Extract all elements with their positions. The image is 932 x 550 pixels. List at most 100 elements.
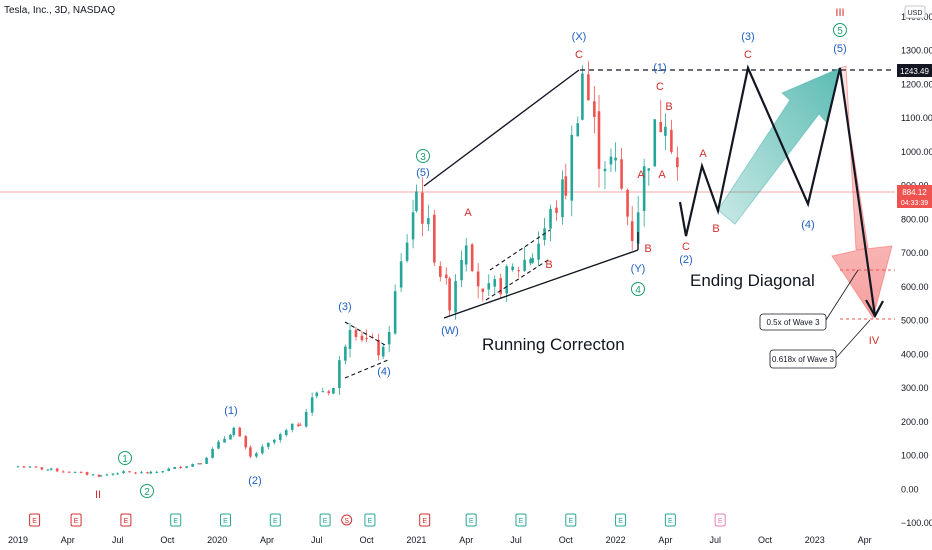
candle-body [321, 391, 325, 393]
wave-label-C-2: C [656, 81, 664, 93]
candle-body [223, 438, 226, 443]
candle-body [290, 423, 294, 430]
fib-0618-box[interactable] [769, 349, 837, 369]
earnings-marker[interactable] [714, 513, 726, 527]
x-tick-label: Jul [709, 535, 721, 545]
candle-body [626, 189, 629, 217]
wave-label-Y: (Y) [631, 263, 646, 275]
candle-body [273, 439, 276, 443]
countdown-text: 04:33:39 [901, 200, 928, 207]
candle-body [630, 221, 634, 241]
y-tick-label: 800.00 [901, 214, 929, 224]
wave-label-III: III [835, 7, 844, 19]
channel-lower [485, 259, 549, 301]
earnings-marker[interactable] [419, 513, 431, 527]
time-axis[interactable]: 2019 Apr Jul Oct 2020 Apr Jul Oct 2021 Apr Jul Oct 2… [8, 535, 872, 545]
candle-body [267, 442, 270, 447]
earnings-marker-label: E [273, 518, 278, 525]
red-letter-labels: A B C A B C B A C A B C [464, 49, 752, 271]
candle-body [79, 472, 83, 474]
candle-body [199, 463, 202, 465]
x-tick-label: 2023 [805, 535, 825, 545]
candle-body [348, 330, 352, 349]
fib-05-pointer [825, 269, 859, 321]
wave-label-p3-late: (3) [741, 31, 754, 43]
candle-body [620, 159, 623, 189]
y-tick-label: 1100.00 [901, 113, 932, 123]
candle-body [387, 331, 391, 345]
earnings-marker[interactable] [220, 513, 231, 527]
target-price-tag[interactable] [897, 64, 932, 77]
earnings-marker[interactable] [515, 513, 527, 527]
earnings-marker[interactable] [170, 513, 182, 527]
earnings-marker[interactable] [364, 513, 376, 527]
x-tick-label: Apr [858, 535, 872, 545]
candle-body [647, 168, 651, 171]
x-tick-label: 2022 [606, 535, 626, 545]
earnings-marker[interactable] [465, 513, 477, 527]
candle-body [85, 472, 89, 475]
x-tick-label: 2019 [8, 535, 28, 545]
candle-body [470, 244, 474, 272]
earnings-marker[interactable] [269, 513, 281, 527]
wave-label-W: (W) [441, 325, 459, 337]
candle-body [505, 266, 509, 294]
earnings-marker[interactable] [664, 513, 676, 527]
earnings-marker[interactable] [615, 513, 627, 527]
candle-body [487, 283, 491, 290]
candle-body [249, 447, 252, 457]
candle-body [298, 424, 302, 426]
current-price-tag[interactable] [897, 185, 932, 208]
candle-body [55, 468, 59, 472]
fib-05-label: 0.5x of Wave 3 [766, 318, 820, 327]
earnings-marker[interactable] [319, 513, 331, 527]
candle-body [676, 157, 679, 168]
price-axis[interactable]: 1400.001300.001200.001100.001000.00900.0… [901, 12, 932, 528]
y-tick-label: 300.00 [901, 383, 929, 393]
candle-body [278, 434, 282, 440]
circle-5 [833, 23, 847, 37]
candle-body [360, 335, 364, 341]
split-marker[interactable] [341, 514, 353, 526]
earnings-marker-label: E [124, 518, 129, 525]
candle-body [636, 212, 640, 244]
candle-body [167, 468, 171, 471]
x-tick-label: 2021 [406, 535, 426, 545]
earnings-marker-label: E [323, 518, 328, 525]
candle-body [155, 471, 159, 473]
candle-body [377, 339, 380, 356]
x-tick-label: Jul [311, 535, 323, 545]
wave-label-C-1: C [575, 49, 583, 61]
candle-body [555, 207, 558, 213]
earnings-marker[interactable] [70, 513, 82, 527]
candle-body [338, 360, 341, 389]
candle-body [448, 278, 451, 311]
candle-body [344, 346, 347, 361]
earnings-marker[interactable] [120, 513, 132, 527]
candle-body [460, 259, 463, 281]
candle-body [464, 245, 468, 265]
candle-body [593, 101, 596, 117]
candle-body [149, 471, 153, 474]
wave-label-circle-5: 5 [837, 26, 843, 37]
currency-badge[interactable] [904, 5, 926, 19]
candle-body [411, 212, 415, 240]
candle-body [587, 74, 590, 101]
wave-label-C-4: C [744, 49, 752, 61]
candle-body [91, 474, 95, 476]
candle-body [244, 436, 248, 448]
candle-body [99, 475, 103, 477]
y-tick-label: 600.00 [901, 282, 929, 292]
x-tick-label: Jul [510, 535, 522, 545]
candle-body [444, 274, 448, 279]
candle-body [642, 166, 646, 211]
candle-body [493, 279, 497, 287]
fib-05-box[interactable] [759, 313, 827, 331]
earnings-marker[interactable] [565, 513, 577, 527]
earnings-marker-label: E [469, 518, 474, 525]
earnings-marker[interactable] [29, 513, 41, 527]
candle-body [499, 278, 503, 295]
fib-0618-pointer [835, 319, 871, 359]
